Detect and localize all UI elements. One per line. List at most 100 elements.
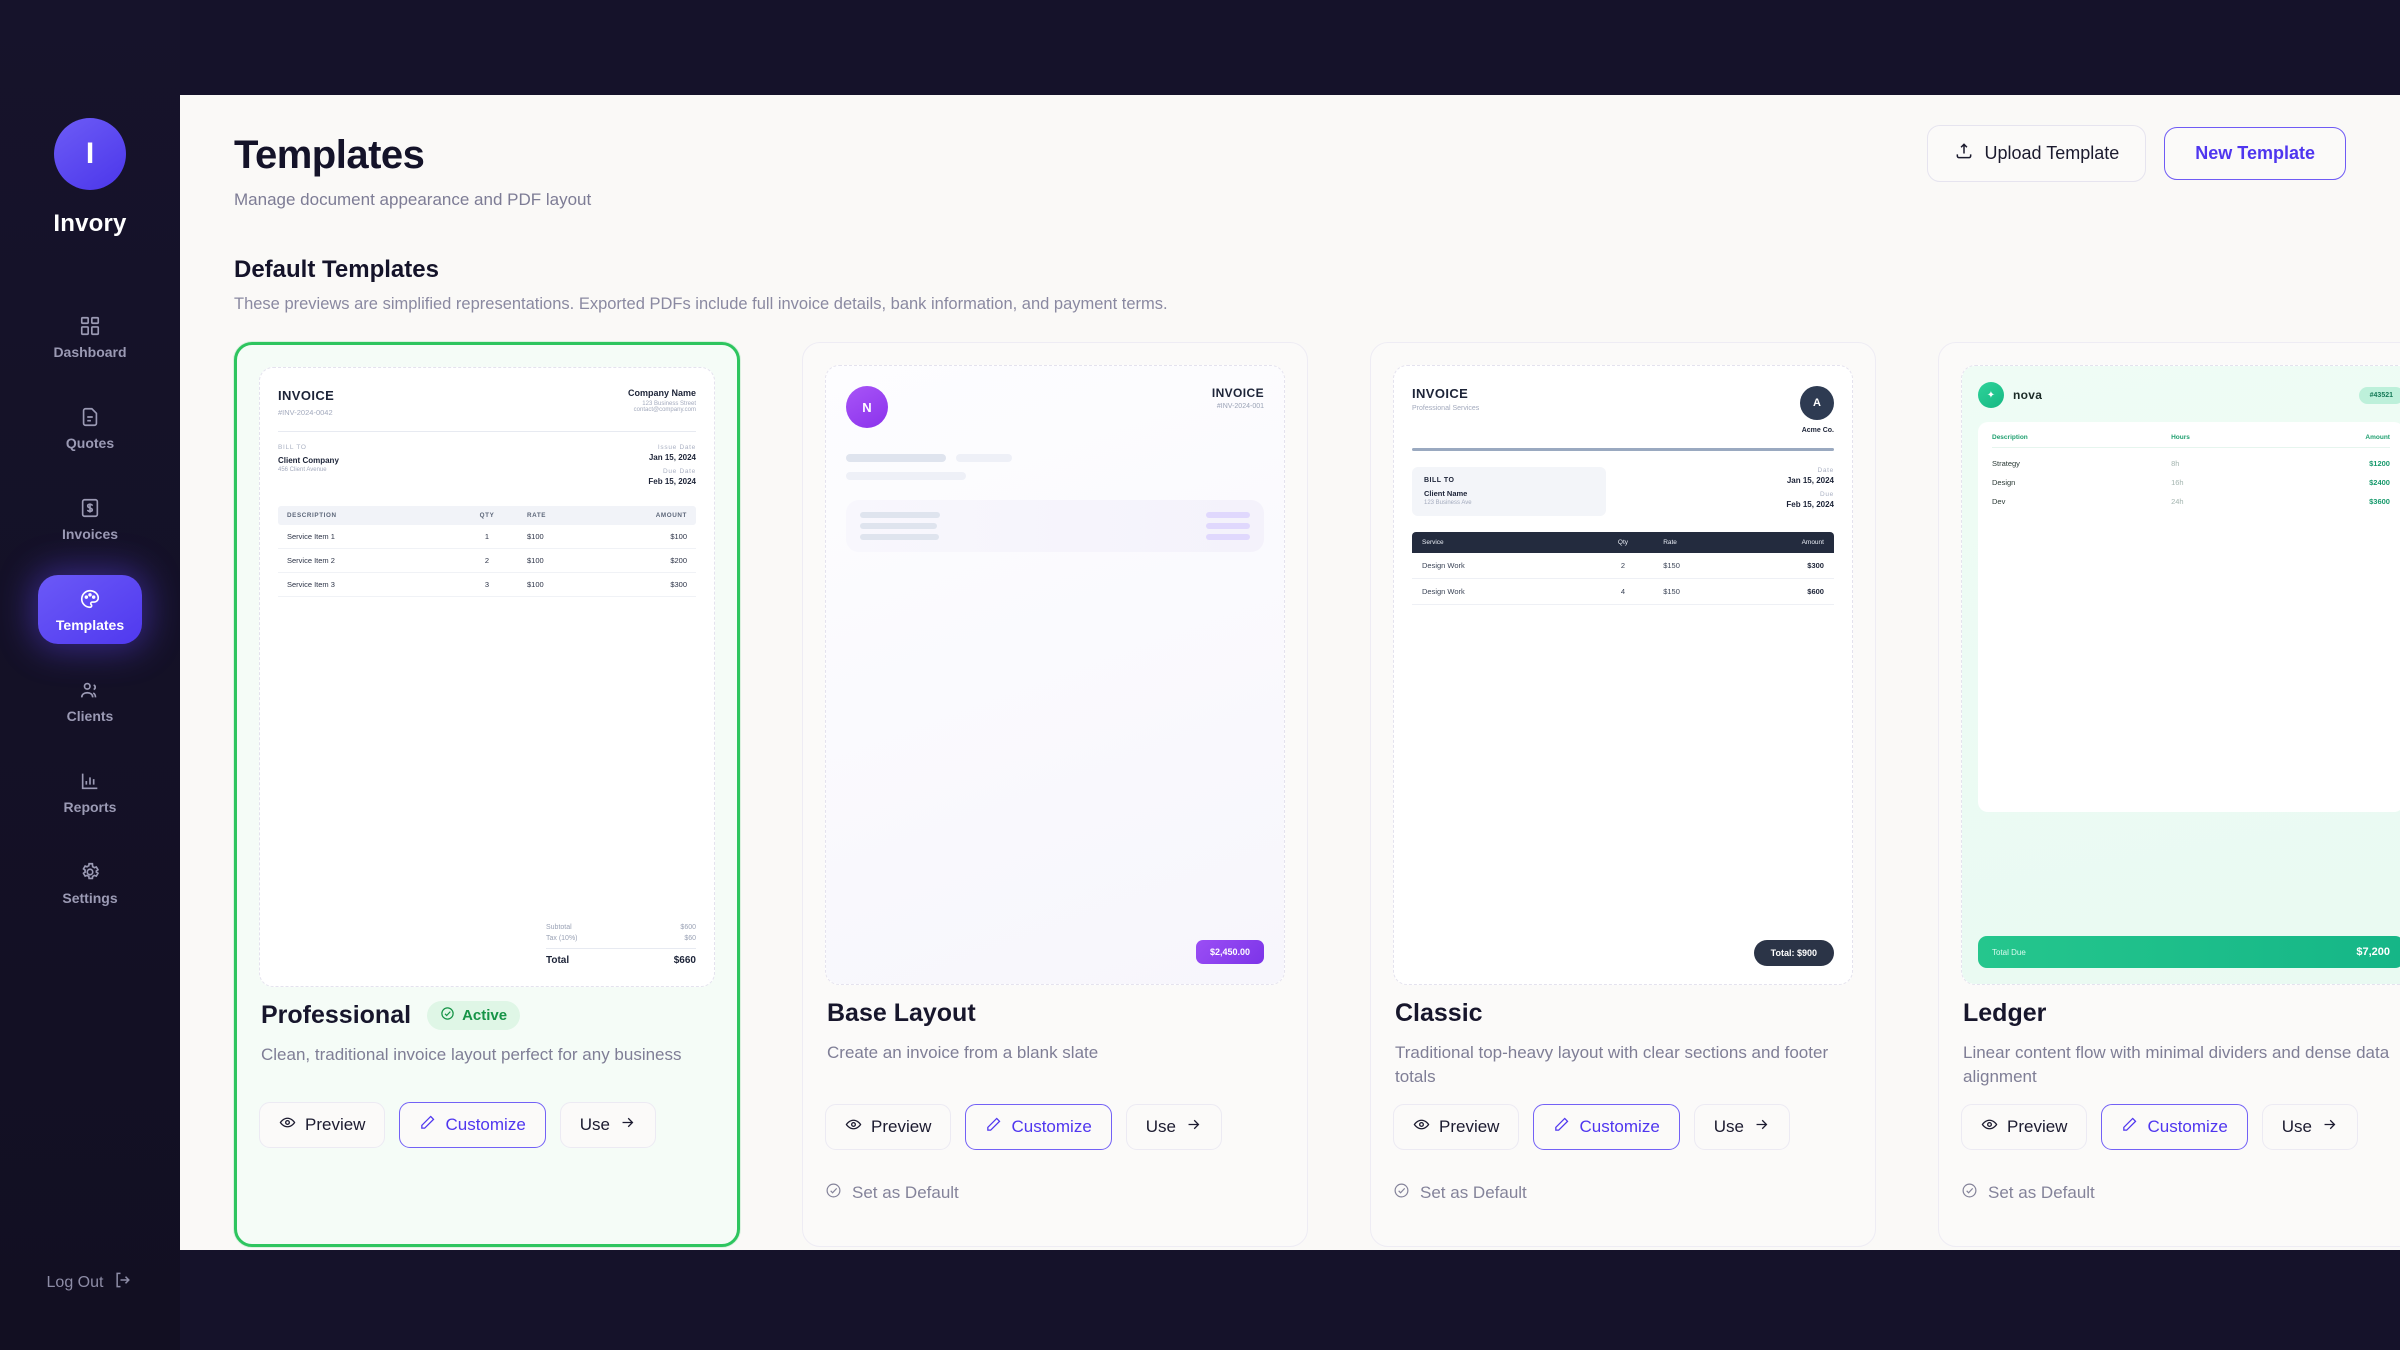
template-card-professional[interactable]: INVOICE #INV-2024-0042 Company Name 123 … xyxy=(234,342,740,1247)
column-header: AMOUNT xyxy=(655,512,687,519)
preview-client-name: Client Name xyxy=(1424,488,1468,498)
cell-qty: 4 xyxy=(1620,586,1626,596)
cell-description: Service Item 3 xyxy=(287,580,335,589)
customize-button[interactable]: Customize xyxy=(399,1102,546,1148)
sidebar-item-clients[interactable]: Clients xyxy=(38,666,142,735)
preview-button[interactable]: Preview xyxy=(825,1104,952,1150)
grid-icon xyxy=(79,315,101,337)
cell-amount: $2400 xyxy=(2369,478,2390,487)
preview-button[interactable]: Preview xyxy=(1961,1104,2088,1150)
set-as-default-button[interactable]: Set as Default xyxy=(1961,1182,2095,1204)
total-label: Total xyxy=(546,955,570,966)
preview-button-label: Preview xyxy=(1439,1117,1500,1136)
pencil-icon xyxy=(419,1114,436,1136)
table-row: Service Item 2 2 $100 $200 xyxy=(278,549,696,573)
cell-amount: $300 xyxy=(1807,560,1824,570)
sidebar-item-settings[interactable]: Settings xyxy=(38,848,142,917)
sidebar-item-label: Reports xyxy=(63,799,117,815)
preview-button[interactable]: Preview xyxy=(259,1102,386,1148)
app-logo-icon: I xyxy=(54,118,126,190)
preview-button[interactable]: Preview xyxy=(1393,1104,1520,1150)
preview-client-name: Client Company xyxy=(278,456,339,465)
cell-amount: $200 xyxy=(670,556,687,565)
use-button[interactable]: Use xyxy=(2261,1104,2359,1150)
table-row: Service Item 1 1 $100 $100 xyxy=(278,525,696,549)
skeleton-bar xyxy=(956,454,1012,462)
sidebar-item-dashboard[interactable]: Dashboard xyxy=(38,302,142,371)
skeleton-bar xyxy=(846,454,946,462)
sidebar-item-invoices[interactable]: Invoices xyxy=(38,484,142,553)
template-card-ledger[interactable]: ✦ nova #43521 Description Hours Amount xyxy=(1938,342,2400,1247)
preview-total-bar: Total Due $7,200 xyxy=(1978,936,2400,968)
cell-description: Service Item 1 xyxy=(287,532,335,541)
preview-heading: INVOICE xyxy=(1211,386,1264,400)
pencil-icon xyxy=(1553,1116,1570,1138)
preview-line-items-table: Description Hours Amount Strategy 8h $12… xyxy=(1978,422,2400,812)
check-circle-icon xyxy=(1393,1182,1410,1204)
table-row: Strategy 8h $1200 xyxy=(1992,454,2390,473)
column-header: Qty xyxy=(1617,538,1629,546)
nova-logo-icon: ✦ xyxy=(1978,382,2004,408)
set-as-default-button[interactable]: Set as Default xyxy=(1393,1182,1527,1204)
status-badge: Active xyxy=(427,1001,521,1030)
dollar-document-icon xyxy=(79,497,101,519)
use-button[interactable]: Use xyxy=(1693,1104,1791,1150)
tax-label: Tax (10%) xyxy=(546,935,578,942)
skeleton-bar xyxy=(860,512,940,518)
use-button-label: Use xyxy=(2281,1117,2313,1136)
preview-company-name: Company Name xyxy=(627,388,696,398)
logo-initial: I xyxy=(85,137,95,170)
cell-amount: $100 xyxy=(670,532,687,541)
customize-button[interactable]: Customize xyxy=(965,1104,1112,1150)
pencil-icon xyxy=(2121,1116,2138,1138)
preview-tagline: Professional Services xyxy=(1412,405,1480,412)
preview-total-badge: Total: $900 xyxy=(1753,940,1834,966)
template-card-classic[interactable]: INVOICE Professional Services A Acme Co. xyxy=(1370,342,1876,1247)
card-description: Clean, traditional invoice layout perfec… xyxy=(261,1045,682,1064)
preview-date: Jan 15, 2024 xyxy=(1786,475,1834,485)
preview-amount-badge: $2,450.00 xyxy=(1195,940,1264,964)
upload-template-label: Upload Template xyxy=(1984,143,2120,163)
customize-button[interactable]: Customize xyxy=(2101,1104,2248,1150)
preview-billto-label: BILL TO xyxy=(1424,476,1455,484)
customize-button[interactable]: Customize xyxy=(1533,1104,1680,1150)
avatar-initial: A xyxy=(1813,397,1821,409)
new-template-button[interactable]: New Template xyxy=(2164,127,2346,180)
cell-rate: $150 xyxy=(1663,586,1680,596)
card-description: Linear content flow with minimal divider… xyxy=(1963,1043,2390,1087)
use-button-label: Use xyxy=(579,1115,611,1134)
upload-template-button[interactable]: Upload Template xyxy=(1926,125,2147,182)
logout-button[interactable]: Log Out xyxy=(0,1270,180,1295)
cell-amount: $300 xyxy=(670,580,687,589)
eye-icon xyxy=(845,1116,862,1138)
use-button[interactable]: Use xyxy=(1125,1104,1223,1150)
tax-value: $60 xyxy=(684,935,696,942)
sidebar-item-quotes[interactable]: Quotes xyxy=(38,393,142,462)
section-title: Default Templates xyxy=(234,256,439,283)
cell-rate: $100 xyxy=(527,532,544,541)
customize-button-label: Customize xyxy=(1579,1117,1660,1136)
skeleton-band xyxy=(846,500,1264,552)
avatar-initial: N xyxy=(862,399,872,415)
column-header: Hours xyxy=(2171,434,2190,441)
main-panel: Upload Template New Template Templates M… xyxy=(180,95,2400,1250)
header-actions: Upload Template New Template xyxy=(1926,125,2346,182)
preview-company-street: 123 Business Street xyxy=(642,401,696,407)
set-as-default-button[interactable]: Set as Default xyxy=(825,1182,959,1204)
sidebar-item-label: Dashboard xyxy=(53,344,127,360)
use-button[interactable]: Use xyxy=(559,1102,657,1148)
sidebar-item-templates[interactable]: Templates xyxy=(38,575,142,644)
sidebar-item-label: Clients xyxy=(66,708,114,724)
cell-qty: 2 xyxy=(1620,560,1626,570)
cell-hours: 24h xyxy=(2171,497,2184,506)
preview-line-items-table: DESCRIPTION QTY RATE AMOUNT Service Item… xyxy=(278,506,696,597)
set-as-default-label: Set as Default xyxy=(852,1183,959,1202)
sidebar-item-reports[interactable]: Reports xyxy=(38,757,142,826)
template-card-base-layout[interactable]: N INVOICE #INV-2024-001 xyxy=(802,342,1308,1247)
skeleton-row xyxy=(846,454,1264,462)
upload-icon xyxy=(1954,141,1974,166)
palette-icon xyxy=(79,588,101,610)
arrow-right-icon xyxy=(2321,1116,2338,1138)
column-header: Amount xyxy=(1801,538,1824,546)
